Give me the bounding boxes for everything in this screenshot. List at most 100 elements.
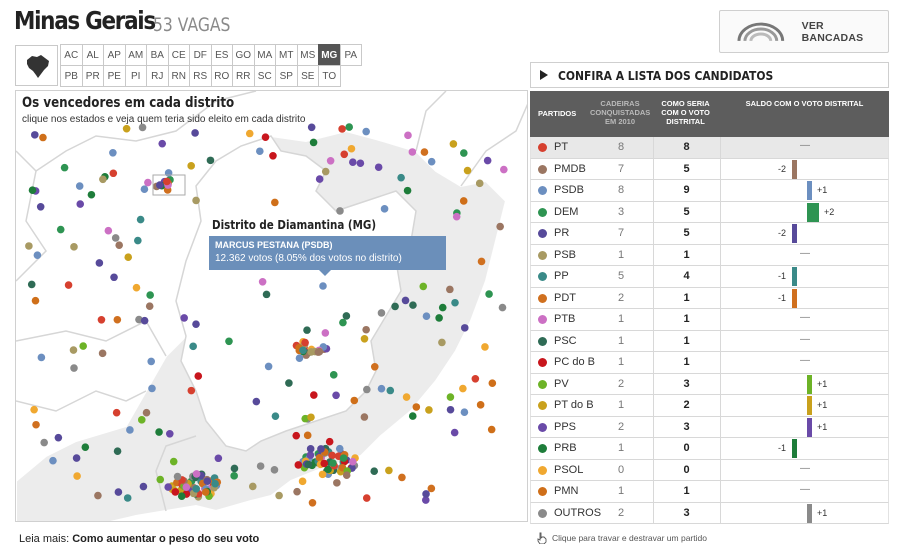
district-winner-dot[interactable] xyxy=(295,354,304,362)
district-winner-dot[interactable] xyxy=(138,123,147,132)
district-winner-dot[interactable] xyxy=(397,173,405,182)
district-winner-dot[interactable] xyxy=(446,393,455,401)
district-winner-dot[interactable] xyxy=(49,456,57,465)
district-winner-dot[interactable] xyxy=(427,484,436,493)
state-rn[interactable]: RN xyxy=(167,65,190,87)
state-pi[interactable]: PI xyxy=(124,65,147,87)
district-winner-dot[interactable] xyxy=(165,429,174,438)
district-winner-dot[interactable] xyxy=(285,379,293,387)
state-mg[interactable]: MG xyxy=(318,44,341,66)
state-rr[interactable]: RR xyxy=(232,65,255,87)
district-winner-dot[interactable] xyxy=(164,169,173,177)
district-winner-dot[interactable] xyxy=(342,312,351,320)
district-winner-dot[interactable] xyxy=(404,131,412,140)
state-pb[interactable]: PB xyxy=(60,65,83,87)
district-winner-dot[interactable] xyxy=(298,477,307,486)
district-winner-dot[interactable] xyxy=(60,163,69,172)
district-winner-dot[interactable] xyxy=(230,464,239,473)
district-winner-dot[interactable] xyxy=(192,470,201,478)
party-row[interactable]: OUTROS 2 3 +1 xyxy=(530,502,889,524)
district-winner-dot[interactable] xyxy=(189,342,197,351)
district-winner-dot[interactable] xyxy=(163,177,171,186)
district-winner-dot[interactable] xyxy=(303,326,311,334)
state-ac[interactable]: AC xyxy=(60,44,83,66)
district-winner-dot[interactable] xyxy=(360,413,369,421)
district-winner-dot[interactable] xyxy=(76,200,85,208)
district-winner-dot[interactable] xyxy=(37,353,46,362)
district-winner-dot[interactable] xyxy=(139,482,148,491)
state-pr[interactable]: PR xyxy=(81,65,104,87)
district-winner-dot[interactable] xyxy=(422,312,431,321)
district-winner-dot[interactable] xyxy=(137,416,146,424)
district-winner-dot[interactable] xyxy=(360,334,369,343)
state-to[interactable]: TO xyxy=(318,65,341,87)
district-winner-dot[interactable] xyxy=(401,296,410,305)
district-winner-dot[interactable] xyxy=(471,374,480,383)
district-winner-dot[interactable] xyxy=(158,139,167,148)
district-winner-dot[interactable] xyxy=(307,123,316,132)
district-winner-dot[interactable] xyxy=(421,496,430,504)
district-winner-dot[interactable] xyxy=(356,159,365,168)
state-df[interactable]: DF xyxy=(189,44,212,66)
district-winner-dot[interactable] xyxy=(435,314,443,322)
district-winner-dot[interactable] xyxy=(419,282,428,291)
district-winner-dot[interactable] xyxy=(140,185,149,194)
district-winner-dot[interactable] xyxy=(438,338,446,347)
party-row[interactable]: PT do B 1 2 +1 xyxy=(530,395,889,417)
district-winner-dot[interactable] xyxy=(391,302,399,311)
district-winner-dot[interactable] xyxy=(325,437,334,446)
district-winner-dot[interactable] xyxy=(319,282,327,290)
district-winner-dot[interactable] xyxy=(206,156,215,165)
party-row[interactable]: PSOL 0 0 — xyxy=(530,459,889,481)
district-winner-dot[interactable] xyxy=(156,181,164,189)
district-winner-dot[interactable] xyxy=(362,494,371,502)
party-row[interactable]: PSB 1 1 — xyxy=(530,244,889,266)
district-winner-dot[interactable] xyxy=(350,396,359,405)
district-winner-dot[interactable] xyxy=(408,412,417,420)
district-winner-dot[interactable] xyxy=(496,222,504,231)
district-winner-dot[interactable] xyxy=(333,479,341,487)
district-winner-dot[interactable] xyxy=(64,281,73,289)
state-ce[interactable]: CE xyxy=(167,44,190,66)
district-winner-dot[interactable] xyxy=(169,457,178,466)
district-winner-dot[interactable] xyxy=(476,401,485,409)
district-winner-dot[interactable] xyxy=(303,431,312,440)
party-row[interactable]: PP 5 4 -1 xyxy=(530,266,889,288)
state-rj[interactable]: RJ xyxy=(146,65,169,87)
district-winner-dot[interactable] xyxy=(293,487,301,496)
district-winner-dot[interactable] xyxy=(304,460,313,469)
district-winner-dot[interactable] xyxy=(269,151,277,160)
district-winner-dot[interactable] xyxy=(256,462,265,470)
district-winner-dot[interactable] xyxy=(475,179,484,188)
district-winner-dot[interactable] xyxy=(315,454,324,462)
party-row[interactable]: PMDB 7 5 -2 xyxy=(530,158,889,180)
district-winner-dot[interactable] xyxy=(362,127,370,136)
district-winner-dot[interactable] xyxy=(403,186,412,195)
district-winner-dot[interactable] xyxy=(370,362,379,371)
district-winner-dot[interactable] xyxy=(308,498,317,507)
state-pe[interactable]: PE xyxy=(103,65,126,87)
district-winner-dot[interactable] xyxy=(112,408,121,417)
district-winner-dot[interactable] xyxy=(314,348,323,356)
district-winner-dot[interactable] xyxy=(422,490,430,498)
candidates-list-toggle[interactable]: CONFIRA A LISTA DOS CANDIDATOS xyxy=(530,62,889,88)
state-sc[interactable]: SC xyxy=(253,65,276,87)
district-winner-dot[interactable] xyxy=(192,196,200,205)
district-winner-dot[interactable] xyxy=(425,406,433,414)
district-winner-dot[interactable] xyxy=(245,129,254,138)
district-winner-dot[interactable] xyxy=(320,459,329,468)
district-winner-dot[interactable] xyxy=(460,149,468,157)
district-winner-dot[interactable] xyxy=(292,431,301,440)
district-winner-dot[interactable] xyxy=(124,253,133,262)
district-winner-dot[interactable] xyxy=(252,397,261,406)
district-winner-dot[interactable] xyxy=(460,324,469,332)
district-winner-dot[interactable] xyxy=(144,178,152,187)
district-winner-dot[interactable] xyxy=(362,325,370,334)
state-ma[interactable]: MA xyxy=(253,44,276,66)
party-row[interactable]: PRB 1 0 -1 xyxy=(530,438,889,460)
district-winner-dot[interactable] xyxy=(446,405,455,414)
district-winner-dot[interactable] xyxy=(460,408,469,417)
district-winner-dot[interactable] xyxy=(98,349,107,358)
district-winner-dot[interactable] xyxy=(459,197,468,205)
district-winner-dot[interactable] xyxy=(36,202,45,211)
